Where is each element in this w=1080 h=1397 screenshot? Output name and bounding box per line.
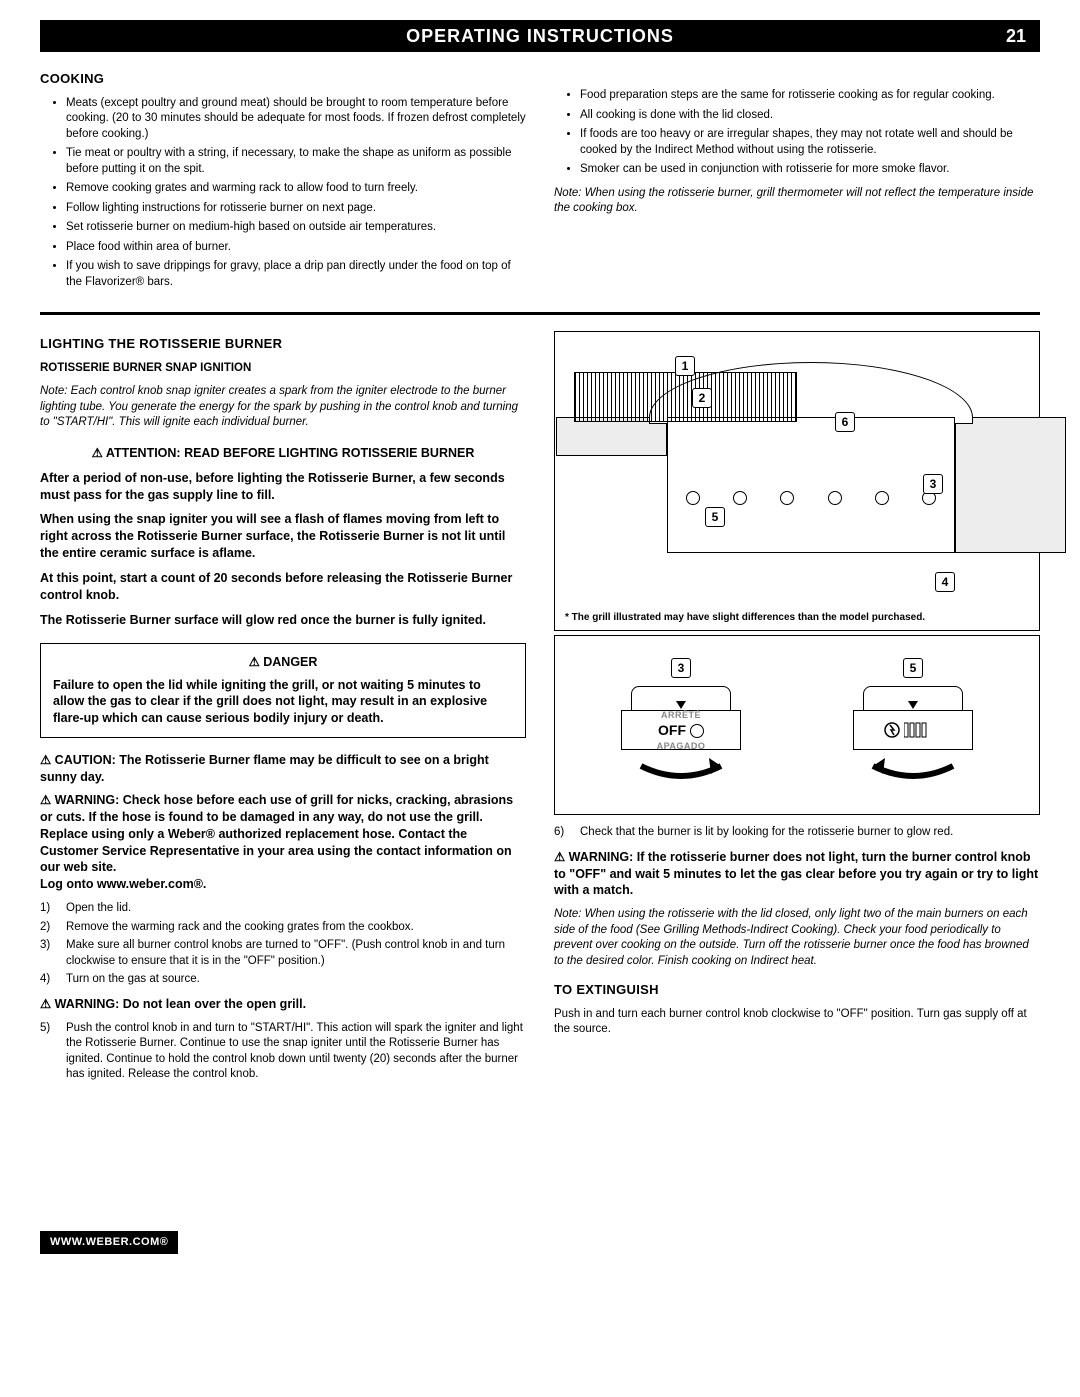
list-item: If you wish to save drippings for gravy,… <box>66 259 526 290</box>
list-item: 2)Remove the warming rack and the cookin… <box>40 920 526 936</box>
list-item: 6)Check that the burner is lit by lookin… <box>554 825 1040 841</box>
caution-text: ⚠ CAUTION: The Rotisserie Burner flame m… <box>40 752 526 786</box>
step-text: Make sure all burner control knobs are t… <box>66 938 526 969</box>
footer-url: WWW.WEBER.COM® <box>40 1231 178 1254</box>
warning-lean: ⚠ WARNING: Do not lean over the open gri… <box>40 996 526 1013</box>
cooking-section: COOKING Meats (except poultry and ground… <box>40 66 1040 294</box>
side-shelf-right <box>955 417 1066 553</box>
list-item: Set rotisserie burner on medium-high bas… <box>66 220 526 236</box>
steps-list-b: 5)Push the control knob in and turn to "… <box>40 1021 526 1083</box>
callout-5: 5 <box>705 507 725 527</box>
warning-nolite: ⚠ WARNING: If the rotisserie burner does… <box>554 849 1040 900</box>
cooking-left-list: Meats (except poultry and ground meat) s… <box>40 96 526 291</box>
grill-body <box>667 417 955 553</box>
step-text: Open the lid. <box>66 901 131 917</box>
extinguish-heading: TO EXTINGUISH <box>554 981 1040 999</box>
attention-para: At this point, start a count of 20 secon… <box>40 570 526 604</box>
lighting-section: LIGHTING THE ROTISSERIE BURNER ROTISSERI… <box>40 331 1040 1091</box>
callout-4: 4 <box>935 572 955 592</box>
page-number: 21 <box>1006 24 1026 48</box>
callout-6: 6 <box>835 412 855 432</box>
step-text: Check that the burner is lit by looking … <box>580 825 953 841</box>
danger-box: ⚠ DANGER Failure to open the lid while i… <box>40 643 526 739</box>
off-circle-icon <box>690 724 704 738</box>
list-item: Food preparation steps are the same for … <box>580 88 1040 104</box>
knob-off-label: OFF <box>658 722 686 738</box>
knob-arrete: ARRÊTÉ <box>657 709 706 721</box>
extinguish-text: Push in and turn each burner control kno… <box>554 1007 1040 1038</box>
caution-warning-block: ⚠ CAUTION: The Rotisserie Burner flame m… <box>40 752 526 893</box>
cooking-heading: COOKING <box>40 70 526 88</box>
callout-3: 3 <box>923 474 943 494</box>
list-item: 4)Turn on the gas at source. <box>40 972 526 988</box>
knob-3: 3 ARRÊTÉ OFF APAGADO <box>611 664 751 786</box>
lighting-heading: LIGHTING THE ROTISSERIE BURNER <box>40 335 526 353</box>
diagram-caption: * The grill illustrated may have slight … <box>565 612 925 624</box>
lighting-subhead: ROTISSERIE BURNER SNAP IGNITION <box>40 361 526 377</box>
list-item: Smoker can be used in conjunction with r… <box>580 162 1040 178</box>
rotate-arrow-icon <box>631 756 731 786</box>
lighting-note: Note: Each control knob snap igniter cre… <box>40 384 526 431</box>
section-divider <box>40 312 1040 315</box>
danger-text: Failure to open the lid while igniting t… <box>53 677 513 728</box>
list-item: If foods are too heavy or are irregular … <box>580 127 1040 158</box>
attention-title: ⚠ ATTENTION: READ BEFORE LIGHTING ROTISS… <box>40 445 526 462</box>
grill-grate <box>574 372 797 422</box>
knob-diagram: 3 ARRÊTÉ OFF APAGADO 5 <box>554 635 1040 815</box>
rotate-arrow-icon <box>863 756 963 786</box>
page-title: OPERATING INSTRUCTIONS <box>406 24 674 48</box>
list-item: Place food within area of burner. <box>66 240 526 256</box>
footer: WWW.WEBER.COM® <box>40 1091 1040 1254</box>
list-item: Tie meat or poultry with a string, if ne… <box>66 146 526 177</box>
cooking-right-list: Food preparation steps are the same for … <box>554 88 1040 178</box>
cooking-note: Note: When using the rotisserie burner, … <box>554 186 1040 217</box>
rotisserie-note: Note: When using the rotisserie with the… <box>554 907 1040 969</box>
list-item: 1)Open the lid. <box>40 901 526 917</box>
callout-1: 1 <box>675 356 695 376</box>
warning-hose: ⚠ WARNING: Check hose before each use of… <box>40 792 526 893</box>
attention-title-text: ⚠ ATTENTION: READ BEFORE LIGHTING ROTISS… <box>40 445 526 462</box>
steps-list-a: 1)Open the lid. 2)Remove the warming rac… <box>40 901 526 988</box>
attention-para: After a period of non-use, before lighti… <box>40 470 526 504</box>
danger-title: ⚠ DANGER <box>53 654 513 671</box>
knob-apagado: APAGADO <box>657 740 706 752</box>
knob-callout-3: 3 <box>671 658 691 678</box>
list-item: Follow lighting instructions for rotisse… <box>66 201 526 217</box>
callout-2: 2 <box>692 388 712 408</box>
list-item: Meats (except poultry and ground meat) s… <box>66 96 526 143</box>
list-item: 5)Push the control knob in and turn to "… <box>40 1021 526 1083</box>
step-text: Push the control knob in and turn to "ST… <box>66 1021 526 1083</box>
list-item: All cooking is done with the lid closed. <box>580 108 1040 124</box>
spark-icon <box>883 721 901 739</box>
attention-para: The Rotisserie Burner surface will glow … <box>40 612 526 629</box>
list-item: Remove cooking grates and warming rack t… <box>66 181 526 197</box>
grill-sketch <box>565 342 1029 590</box>
flame-bars-icon <box>904 721 944 739</box>
knob-callout-5: 5 <box>903 658 923 678</box>
step-text: Turn on the gas at source. <box>66 972 200 988</box>
step-text: Remove the warming rack and the cooking … <box>66 920 414 936</box>
grill-diagram: 1 2 6 3 5 4 * The grill illustrated may … <box>554 331 1040 631</box>
attention-para: When using the snap igniter you will see… <box>40 511 526 562</box>
knob-5: 5 <box>843 664 983 786</box>
list-item: 3)Make sure all burner control knobs are… <box>40 938 526 969</box>
attention-body: After a period of non-use, before lighti… <box>40 470 526 629</box>
header-bar: OPERATING INSTRUCTIONS 21 <box>40 20 1040 52</box>
steps-list-c: 6)Check that the burner is lit by lookin… <box>554 825 1040 841</box>
